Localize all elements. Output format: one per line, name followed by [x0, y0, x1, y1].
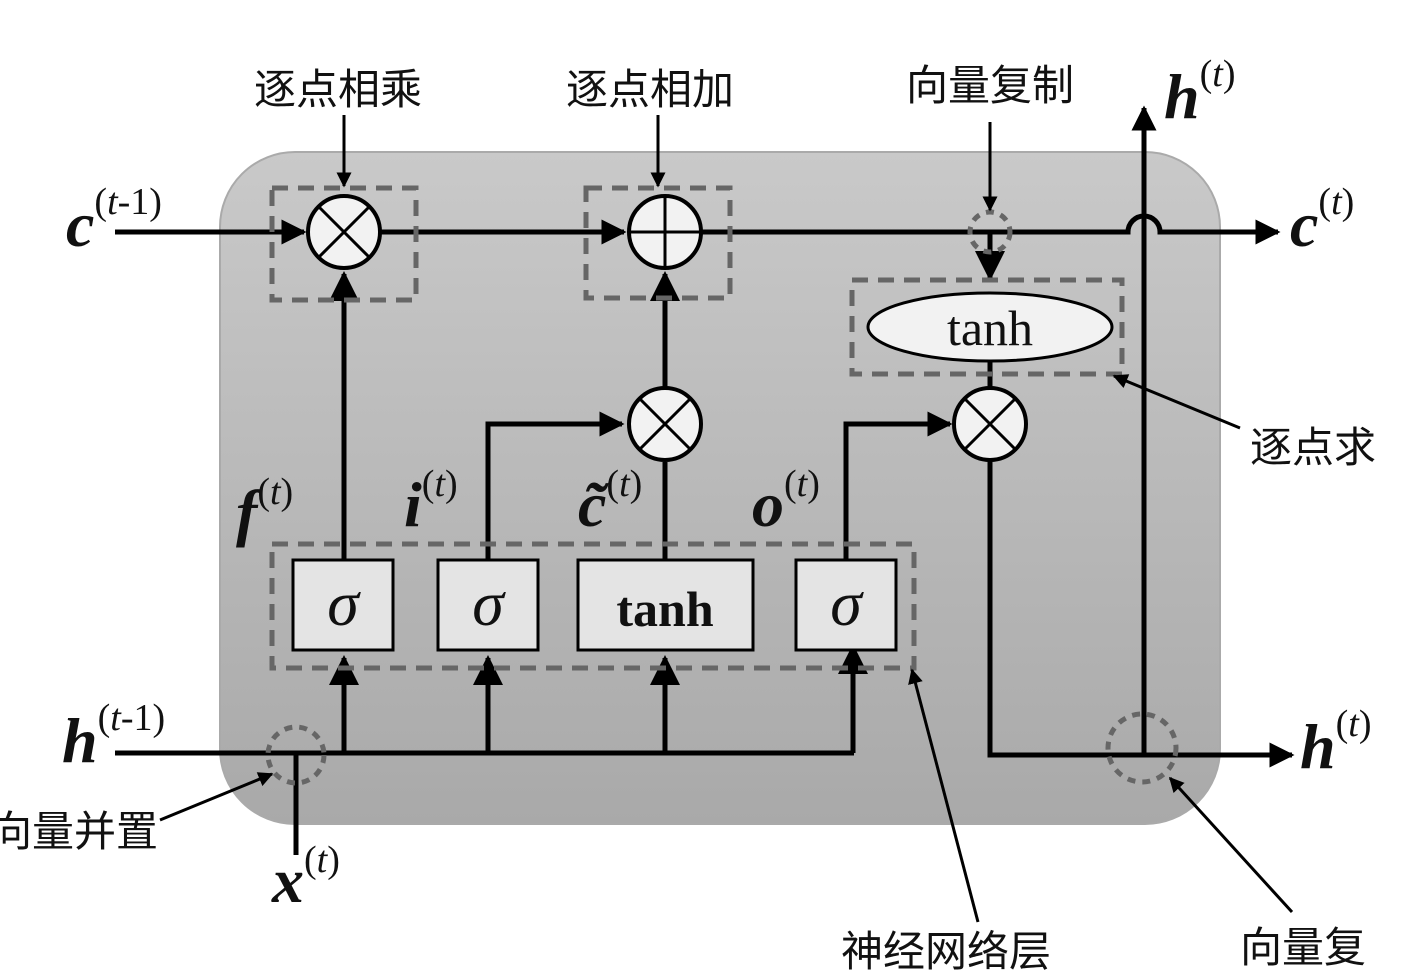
symbol-h-next: h(t) [1300, 703, 1371, 782]
symbol-c-tilde: c̃(t) [578, 463, 642, 540]
label-pointwise-multiply: 逐点相乘 [254, 65, 422, 114]
tanh-pointwise-label: tanh [947, 300, 1033, 356]
tanh-layer-box [576, 558, 755, 652]
sigma-o-box [794, 558, 898, 652]
label-vector-copy-top: 向量复制 [906, 61, 1074, 110]
h-output-line [987, 460, 1295, 768]
sigma-f-label: σ [327, 568, 361, 639]
tanh-layer-label: tanh [616, 581, 713, 637]
tanh-highlight-box [849, 277, 1125, 377]
symbol-h-prev: h(t-1) [62, 697, 165, 776]
symbol-c-prev: c(t-1) [66, 181, 162, 260]
label-pointwise-add: 逐点相加 [566, 65, 734, 114]
concat-marker [265, 724, 327, 786]
sigma-i-box [436, 558, 540, 652]
add-highlight-box [583, 185, 733, 301]
pointwise-add [627, 194, 703, 270]
pointer-concat [159, 772, 274, 822]
symbol-f-gate: f(t) [236, 471, 293, 548]
neural-layer-highlight-box [269, 541, 917, 671]
copy-top-marker [967, 209, 1013, 255]
symbol-i-gate: i(t) [404, 463, 458, 540]
pointer-pointwise-tanh [1112, 374, 1241, 430]
label-vector-concat: 向量并置 [0, 807, 158, 856]
copy-bottom-marker [1105, 711, 1179, 785]
pointwise-multiply-output [952, 386, 1028, 462]
label-neural-layer: 神经网络层 [841, 927, 1051, 976]
symbol-c-next: c(t) [1290, 181, 1354, 260]
symbol-o-gate: o(t) [752, 463, 820, 540]
label-vector-copy-bottom: 向量复 [1240, 923, 1366, 972]
label-pointwise-op: 逐点求 [1250, 423, 1376, 472]
sigma-i-label: σ [472, 568, 506, 639]
tanh-pointwise-ellipse [866, 291, 1114, 363]
sigma-o-label: σ [830, 568, 864, 639]
i-to-mult-line [485, 411, 625, 560]
pointwise-multiply-forget [306, 194, 382, 270]
o-to-mult-line [843, 411, 953, 560]
pointer-neural-layer [908, 668, 980, 923]
sigma-f-box [291, 558, 395, 652]
multiply-highlight-box [269, 185, 419, 303]
pointer-copy-bottom [1168, 776, 1294, 914]
symbol-h-top: h(t) [1164, 53, 1235, 132]
pointwise-multiply-input [627, 386, 703, 462]
symbol-x: x(t) [271, 839, 340, 916]
